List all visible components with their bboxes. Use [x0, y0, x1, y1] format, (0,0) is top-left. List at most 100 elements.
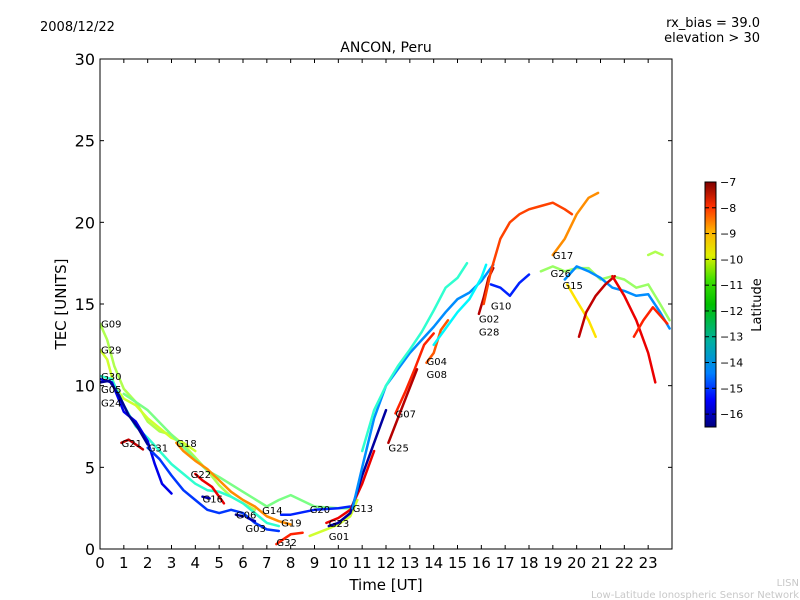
satellite-label-g05: G05 [101, 385, 121, 396]
x-tick-label: 8 [286, 554, 296, 572]
series-line-g13 [351, 263, 495, 510]
x-tick-label: 2 [143, 554, 153, 572]
series-line-g03 [246, 516, 257, 523]
series-line-g25 [387, 368, 419, 445]
series-line-g17 [551, 191, 600, 257]
series-line-g21b [632, 306, 669, 338]
colorbar-tick-label: −8 [720, 202, 736, 215]
series-line-g15 [563, 265, 671, 330]
colorbar-ticks: −7 −8 −9 −10 −11 −12 −13 −14 −15 −16 [705, 176, 743, 421]
x-tick-label: 18 [519, 554, 538, 572]
series-line-g10 [489, 273, 531, 298]
satellite-label-g03: G03 [245, 524, 265, 535]
series-line-g26 [539, 265, 671, 322]
x-tick-label: 14 [424, 554, 443, 572]
satellite-label-g30: G30 [101, 372, 121, 383]
satellite-label-g21: G21 [122, 439, 142, 450]
x-tick-label: 17 [496, 554, 515, 572]
series-line-g22 [194, 472, 226, 505]
satellite-label-g20: G20 [310, 505, 330, 516]
y-tick-label: 25 [75, 132, 95, 151]
x-tick-label: 13 [400, 554, 419, 572]
satellite-label-g29: G29 [101, 346, 121, 357]
x-axis: 0 1 2 3 4 5 6 7 8 9 10 11 12 13 14 15 16 17 18 19 20 21 22 23 [95, 59, 673, 572]
footer-lisn: LISN [777, 578, 799, 589]
colorbar-tick-label: −14 [720, 357, 743, 370]
satellite-label-g01: G01 [329, 532, 349, 543]
colorbar-label: Latitude [750, 278, 765, 332]
satellite-label-g18: G18 [176, 439, 196, 450]
y-tick-label: 20 [75, 213, 95, 232]
x-tick-label: 9 [310, 554, 320, 572]
colorbar-tick-label: −13 [720, 331, 743, 344]
series-line-g14 [122, 392, 352, 510]
y-tick-label: 5 [85, 458, 95, 477]
series-line-g32 [275, 531, 304, 546]
colorbar-tick-label: −15 [720, 382, 743, 395]
satellite-label-g26: G26 [551, 269, 571, 280]
satellite-label-g10: G10 [491, 302, 511, 313]
x-tick-label: 23 [639, 554, 658, 572]
x-tick-label: 0 [95, 554, 105, 572]
satellite-label-g07: G07 [396, 409, 416, 420]
satellite-label-g22: G22 [191, 470, 211, 481]
series-line-g24 [100, 379, 149, 446]
series-line-g29b [646, 250, 664, 257]
satellite-label-g23: G23 [329, 519, 349, 530]
satellite-label-g25: G25 [388, 444, 408, 455]
x-tick-label: 22 [615, 554, 634, 572]
x-tick-label: 12 [376, 554, 395, 572]
y-axis: 0 5 10 15 20 25 30 [75, 50, 672, 559]
x-tick-label: 7 [262, 554, 272, 572]
x-tick-label: 11 [353, 554, 372, 572]
date-label: 2008/12/22 [40, 20, 115, 35]
satellite-label-g14: G14 [262, 506, 282, 517]
series-line-g16b [611, 274, 657, 384]
series-line-g02 [432, 263, 488, 347]
colorbar-tick-label: −10 [720, 253, 743, 266]
x-tick-label: 10 [329, 554, 348, 572]
series-line-g07 [394, 332, 435, 415]
series-line-g11 [577, 274, 617, 338]
series-line-g18 [175, 441, 292, 526]
series-line-g19 [279, 505, 352, 516]
y-tick-label: 10 [75, 377, 95, 396]
series-line-g20 [308, 498, 359, 538]
colorbar-tick-label: −12 [720, 305, 743, 318]
x-tick-label: 21 [591, 554, 610, 572]
series-line-g06 [234, 513, 245, 518]
series-layer [100, 191, 671, 546]
satellite-label-g09: G09 [101, 320, 121, 331]
satellite-label-g06: G06 [236, 511, 256, 522]
series-line-g05 [100, 377, 173, 495]
series-line-g31 [146, 446, 281, 533]
chart-title: ANCON, Peru [340, 40, 431, 56]
rx-bias-label: rx_bias = 39.0 [666, 16, 760, 31]
y-tick-label: 0 [85, 540, 95, 559]
satellite-label-g28: G28 [479, 327, 499, 338]
x-tick-label: 16 [472, 554, 491, 572]
x-tick-label: 15 [448, 554, 467, 572]
series-line-g12 [482, 201, 574, 306]
satellite-label-g15: G15 [562, 281, 582, 292]
colorbar-tick-label: −16 [720, 408, 743, 421]
satellite-label-g17: G17 [553, 251, 573, 262]
elevation-label: elevation > 30 [664, 31, 760, 46]
satellite-label-g02: G02 [479, 315, 499, 326]
x-tick-label: 1 [119, 554, 129, 572]
x-tick-label: 3 [167, 554, 177, 572]
colorbar-tick-label: −11 [720, 279, 743, 292]
satellite-label-g32: G32 [276, 538, 296, 549]
series-line-g27 [565, 283, 597, 338]
satellite-label-g19: G19 [281, 519, 301, 530]
x-tick-label: 20 [567, 554, 586, 572]
satellite-label-g24: G24 [101, 398, 121, 409]
satellite-label-g13: G13 [353, 504, 373, 515]
series-line-g04 [360, 261, 469, 453]
satellite-label-g04: G04 [427, 357, 447, 368]
x-tick-label: 4 [191, 554, 201, 572]
x-axis-label: Time [UT] [348, 576, 422, 594]
colorbar [704, 181, 717, 428]
